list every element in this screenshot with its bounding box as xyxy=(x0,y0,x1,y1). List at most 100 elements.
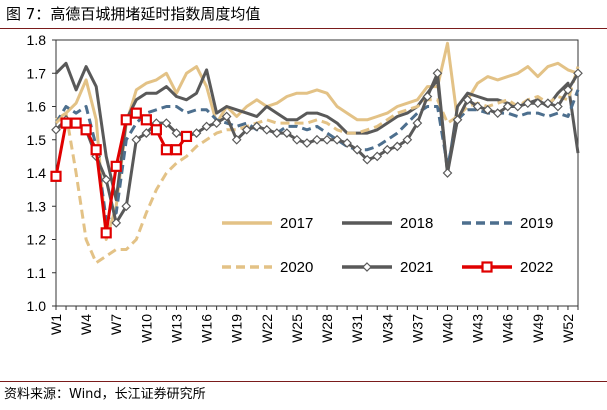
x-tick-label: W28 xyxy=(319,314,335,343)
data-point-2021 xyxy=(211,118,222,128)
x-tick-label: W22 xyxy=(259,314,275,343)
data-point-2021 xyxy=(432,68,443,79)
data-point-2021 xyxy=(382,144,393,155)
x-tick-label: W40 xyxy=(440,314,456,343)
y-tick-label: 1.5 xyxy=(27,132,47,148)
data-point-2021 xyxy=(332,134,342,145)
figure-number: 图 7： xyxy=(6,5,51,23)
data-point-2022 xyxy=(130,107,142,119)
x-tick-label: W1 xyxy=(48,314,64,335)
y-tick-label: 1.8 xyxy=(27,32,47,48)
data-point-2021 xyxy=(573,68,583,79)
legend-item-2019: 2019 xyxy=(462,215,553,232)
data-point-2021 xyxy=(563,85,573,95)
y-tick-label: 1.7 xyxy=(27,65,47,81)
data-point-2021 xyxy=(492,108,503,118)
x-tick-label: W46 xyxy=(500,314,516,343)
data-point-2021 xyxy=(131,134,142,145)
data-point-2021 xyxy=(282,128,292,138)
data-point-2021 xyxy=(201,121,212,132)
x-tick-label: W49 xyxy=(530,314,546,343)
source-note: 资料来源：Wind，长江证券研究所 xyxy=(4,387,206,402)
data-point-2021 xyxy=(422,91,433,102)
data-point-2021 xyxy=(141,128,152,138)
series-layer xyxy=(50,41,583,265)
x-tick-label: W31 xyxy=(349,314,365,343)
data-point-2021 xyxy=(342,138,352,148)
data-point-2021 xyxy=(191,128,202,138)
data-point-2021 xyxy=(251,121,262,132)
series-line-2018 xyxy=(54,61,580,202)
data-point-2021 xyxy=(452,114,463,125)
data-point-2022 xyxy=(90,144,102,156)
x-tick-label: W43 xyxy=(470,314,486,343)
line-chart: 1.0 1.1 1.2 1.3 1.4 1.5 1.6 1.7 1.8 W1 W4 W7 W10 W13… xyxy=(27,32,583,343)
figure-title-text: 高德百城拥堵延时指数周度均值 xyxy=(50,5,261,23)
data-point-2021 xyxy=(51,124,61,135)
series-2020 xyxy=(54,66,580,265)
data-point-2021 xyxy=(221,111,232,122)
data-point-2021 xyxy=(161,118,172,128)
y-tick-label: 1.4 xyxy=(27,165,47,181)
y-tick-labels: 1.0 1.1 1.2 1.3 1.4 1.5 1.6 1.7 1.8 xyxy=(27,32,56,314)
data-point-2022 xyxy=(160,144,173,156)
legend-item-2022: 2022 xyxy=(462,259,553,276)
data-point-2021 xyxy=(482,104,493,115)
data-point-2021 xyxy=(472,101,483,112)
legend-label-2018: 2018 xyxy=(400,215,433,232)
data-point-2021 xyxy=(271,128,282,138)
series-line-2020 xyxy=(54,66,580,265)
legend-label-2021: 2021 xyxy=(400,259,433,276)
x-tick-label: W52 xyxy=(560,314,576,343)
data-point-2021 xyxy=(121,201,132,212)
data-point-2021 xyxy=(372,151,383,162)
data-point-2022 xyxy=(110,160,122,172)
source-divider xyxy=(0,381,607,382)
y-tick-label: 1.0 xyxy=(27,298,47,314)
data-point-2021 xyxy=(352,144,363,155)
data-point-2021 xyxy=(312,134,322,145)
x-tick-label: W37 xyxy=(409,314,425,343)
data-point-2022 xyxy=(140,114,152,126)
data-point-2022 xyxy=(120,114,132,126)
x-tick-label: W16 xyxy=(199,314,215,343)
series-2018 xyxy=(54,61,580,202)
data-point-2021 xyxy=(553,101,563,112)
data-point-2021 xyxy=(462,95,473,105)
data-point-2021 xyxy=(171,128,182,138)
data-point-2021 xyxy=(302,138,312,148)
data-point-2021 xyxy=(111,218,122,228)
x-tick-label: W13 xyxy=(168,314,184,343)
chart-legend: 2017 2018 2019 2020 2021 2022 xyxy=(222,215,553,276)
x-tick-label: W4 xyxy=(78,314,94,335)
legend-item-2021: 2021 xyxy=(342,259,433,276)
y-tick-label: 1.2 xyxy=(27,232,47,248)
legend-label-2022: 2022 xyxy=(520,259,553,276)
title-divider xyxy=(0,28,607,29)
data-point-2022 xyxy=(170,144,183,156)
data-point-2021 xyxy=(522,98,533,109)
data-point-2021 xyxy=(392,141,403,152)
legend-marker-2021 xyxy=(362,262,372,272)
legend-item-2017: 2017 xyxy=(222,215,313,232)
x-tick-label: W7 xyxy=(108,314,124,335)
data-point-2022 xyxy=(80,124,92,136)
data-point-2022 xyxy=(50,170,62,182)
x-tick-label: W19 xyxy=(229,314,245,343)
y-tick-label: 1.3 xyxy=(27,198,47,214)
series-2017 xyxy=(55,41,579,241)
y-tick-label: 1.1 xyxy=(27,265,47,281)
x-tick-label: W10 xyxy=(138,314,154,343)
series-2021 xyxy=(51,68,583,228)
legend-item-2018: 2018 xyxy=(342,215,433,232)
data-point-2022 xyxy=(100,227,112,239)
legend-label-2017: 2017 xyxy=(280,215,313,232)
data-point-2021 xyxy=(322,134,332,145)
legend-item-2020: 2020 xyxy=(222,259,313,276)
data-point-2021 xyxy=(502,101,513,112)
data-point-2021 xyxy=(543,98,553,109)
data-point-2022 xyxy=(60,117,72,129)
data-point-2021 xyxy=(231,134,242,145)
data-point-2021 xyxy=(241,124,252,135)
data-point-2021 xyxy=(402,134,413,145)
